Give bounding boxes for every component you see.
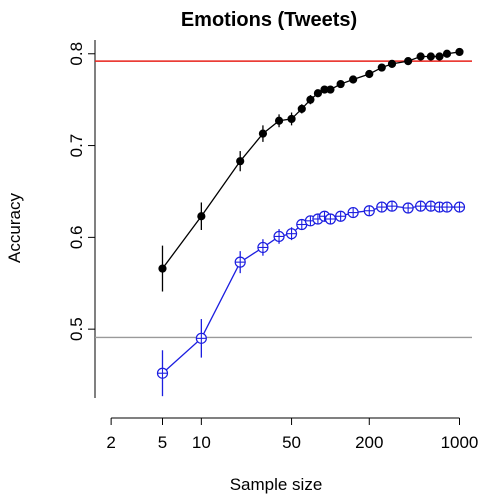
data-point <box>234 256 246 268</box>
data-point <box>376 201 388 213</box>
series-line <box>162 205 460 374</box>
data-point <box>347 206 359 219</box>
series-line <box>161 51 460 269</box>
x-tick-label: 5 <box>158 433 167 452</box>
data-point <box>285 228 298 240</box>
data-point <box>297 104 306 113</box>
data-point <box>453 201 466 213</box>
data-point <box>236 157 245 166</box>
data-point <box>197 212 206 221</box>
data-point <box>257 241 269 254</box>
y-axis: 0.5 0.6 0.7 0.8 <box>67 42 95 341</box>
data-point <box>404 57 413 66</box>
data-point <box>273 230 285 243</box>
data-point <box>402 202 414 214</box>
data-point <box>455 47 464 57</box>
data-point <box>416 52 425 61</box>
x-tick-label: 1000 <box>441 433 479 452</box>
y-tick-label: 0.6 <box>67 226 86 250</box>
data-point <box>156 367 169 379</box>
data-point <box>415 200 427 212</box>
y-tick-label: 0.5 <box>67 317 86 341</box>
data-point <box>306 95 315 104</box>
data-point <box>365 69 374 79</box>
data-point <box>335 210 347 222</box>
series-layer <box>156 47 466 397</box>
y-tick-label: 0.8 <box>67 42 86 66</box>
data-point <box>386 200 398 212</box>
x-tick-label: 200 <box>355 433 383 452</box>
data-point <box>336 79 345 89</box>
data-point <box>349 75 358 84</box>
x-axis-title: Sample size <box>230 475 323 494</box>
series-1 <box>156 200 466 397</box>
reference-lines <box>95 60 472 339</box>
y-tick-label: 0.7 <box>67 134 86 158</box>
data-point <box>377 63 386 72</box>
data-point <box>426 52 435 61</box>
data-point <box>435 52 444 61</box>
data-point <box>442 49 452 58</box>
x-tick-label: 50 <box>282 433 301 452</box>
data-point <box>195 332 207 344</box>
data-point <box>296 218 308 231</box>
data-point <box>441 201 453 213</box>
data-point <box>158 264 167 273</box>
data-point <box>324 213 337 225</box>
data-point <box>387 59 397 68</box>
y-axis-title: Accuracy <box>5 193 24 263</box>
series-0 <box>158 47 464 292</box>
x-tick-label: 10 <box>192 433 211 452</box>
data-point <box>363 205 375 217</box>
data-point <box>326 85 335 94</box>
data-point <box>258 129 268 138</box>
x-axis: 2 5 10 50 200 1000 <box>106 417 479 452</box>
data-point <box>274 116 284 125</box>
data-point <box>313 89 323 98</box>
data-point <box>287 114 296 124</box>
chart-title: Emotions (Tweets) <box>181 9 357 31</box>
x-tick-label: 2 <box>106 433 115 452</box>
